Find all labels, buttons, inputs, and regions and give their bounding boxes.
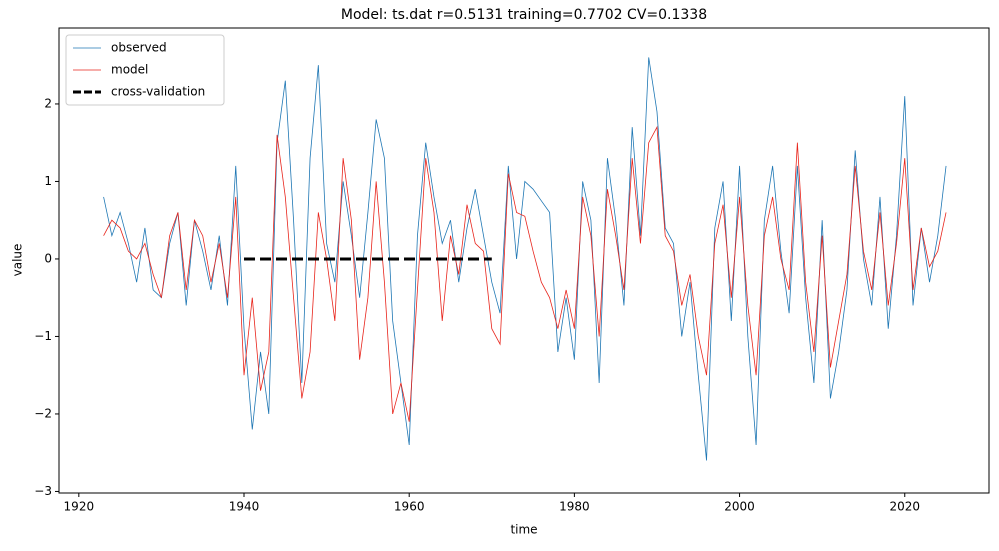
x-axis-label: time — [510, 523, 537, 537]
y-tick-label: −1 — [34, 329, 52, 343]
series-line — [103, 125, 947, 422]
x-tick-label: 1960 — [394, 500, 425, 514]
legend-box — [65, 34, 225, 106]
y-tick-label: 1 — [44, 174, 52, 188]
x-tick-label: 1980 — [559, 500, 590, 514]
legend-label: observed — [111, 41, 167, 55]
legend-label: cross-validation — [111, 85, 205, 99]
x-tick-label: 1940 — [229, 500, 260, 514]
series-line — [103, 57, 947, 461]
legend-label: model — [111, 63, 148, 77]
y-axis-label: value — [11, 244, 25, 277]
y-tick-label: 2 — [44, 96, 52, 110]
y-tick-label: −2 — [34, 406, 52, 420]
x-tick-label: 2000 — [724, 500, 755, 514]
plot-frame — [58, 27, 990, 494]
chart-title: Model: ts.dat r=0.5131 training=0.7702 C… — [341, 7, 707, 23]
x-tick-label: 1920 — [64, 500, 95, 514]
x-tick-label: 2020 — [889, 500, 920, 514]
y-tick-label: −3 — [34, 484, 52, 498]
y-tick-label: 0 — [44, 251, 52, 265]
